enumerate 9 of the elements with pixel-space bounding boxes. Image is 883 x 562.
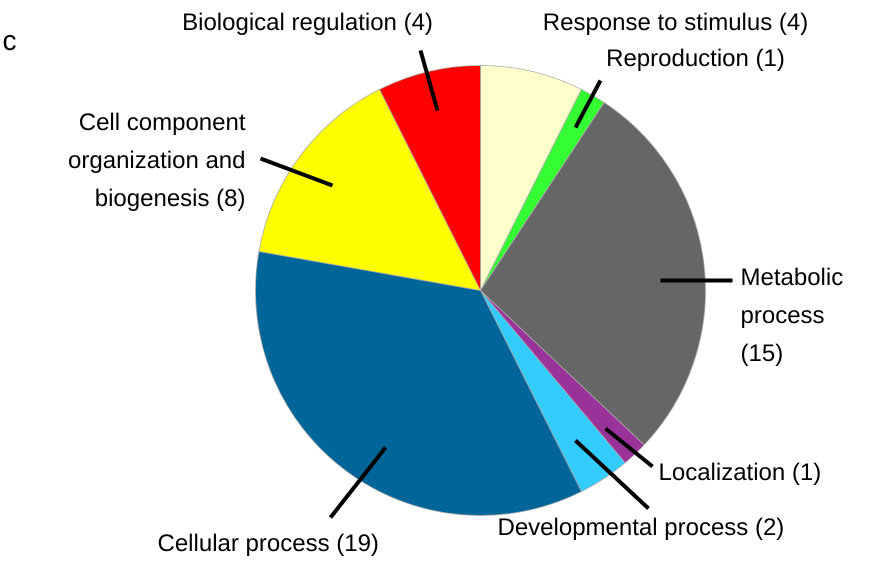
slice-label: Localization (1): [658, 459, 822, 486]
slice-label: Response to stimulus (4): [542, 9, 808, 36]
slice-label: Metabolic process (15): [740, 264, 844, 367]
slice-label: Developmental process (2): [498, 514, 784, 541]
slice-label: Biological regulation (4): [182, 9, 433, 36]
text: c: [2, 25, 16, 56]
slice-label: Cell component organization and biogenesis (8): [68, 109, 246, 212]
slice-label: Reproduction (1): [606, 45, 785, 72]
slice-label: Cellular process (19): [158, 530, 379, 557]
